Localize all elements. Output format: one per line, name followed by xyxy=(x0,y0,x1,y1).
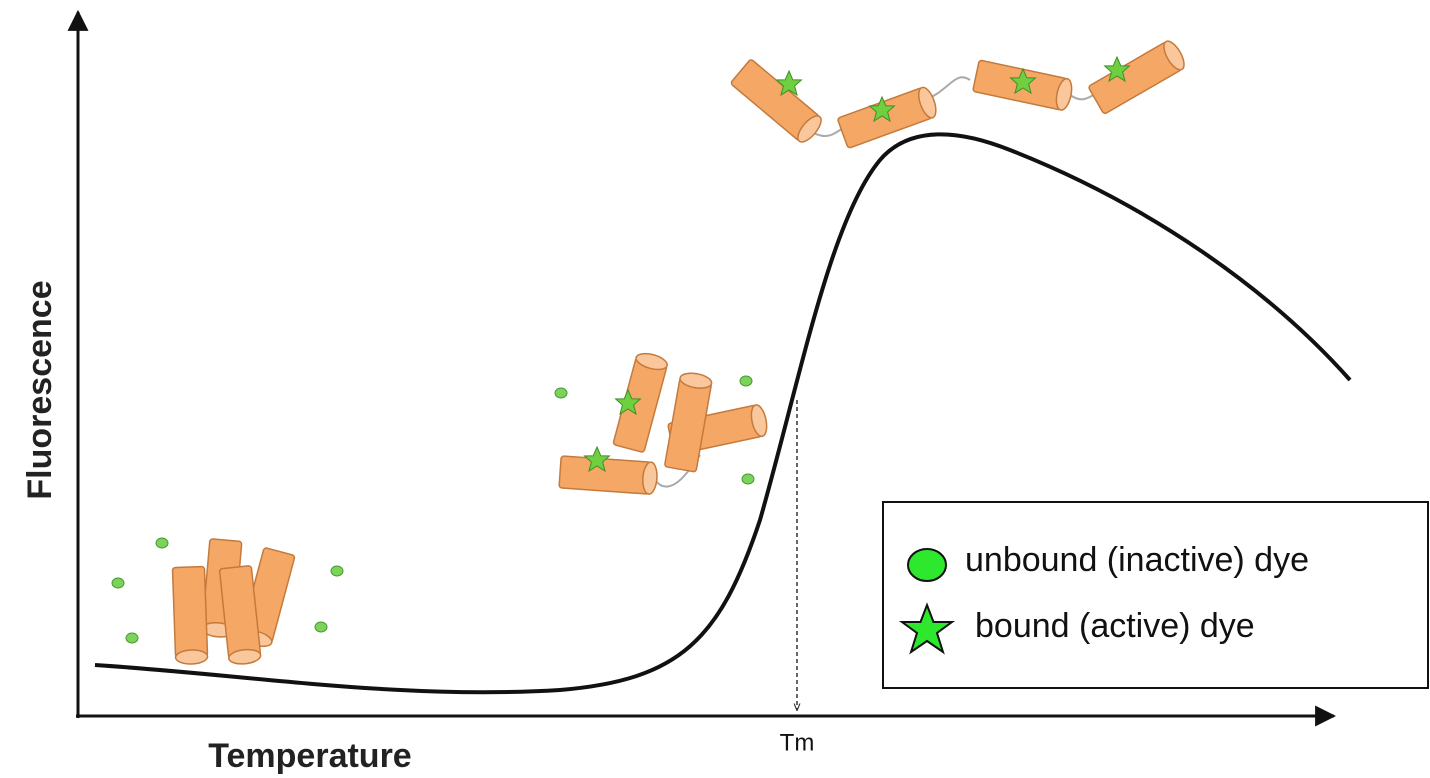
folded-protein xyxy=(112,538,343,665)
y-axis-label: Fluorescence xyxy=(21,280,59,499)
tm-label: Tm xyxy=(780,729,815,756)
page: {"axes": {"y_label": "Fluorescence", "x_… xyxy=(0,0,1430,778)
legend: unbound (inactive) dye bound (active) dy… xyxy=(883,502,1428,688)
legend-label: bound (active) dye xyxy=(975,607,1255,645)
legend-dot xyxy=(908,549,946,581)
x-axis-label: Temperature xyxy=(208,737,411,775)
legend-box xyxy=(883,502,1428,688)
unfolding-protein xyxy=(555,351,769,495)
unfolded-protein xyxy=(730,38,1188,148)
legend-label: unbound (inactive) dye xyxy=(965,541,1309,579)
diagram: Fluorescence Temperature Tm xyxy=(0,0,1430,778)
